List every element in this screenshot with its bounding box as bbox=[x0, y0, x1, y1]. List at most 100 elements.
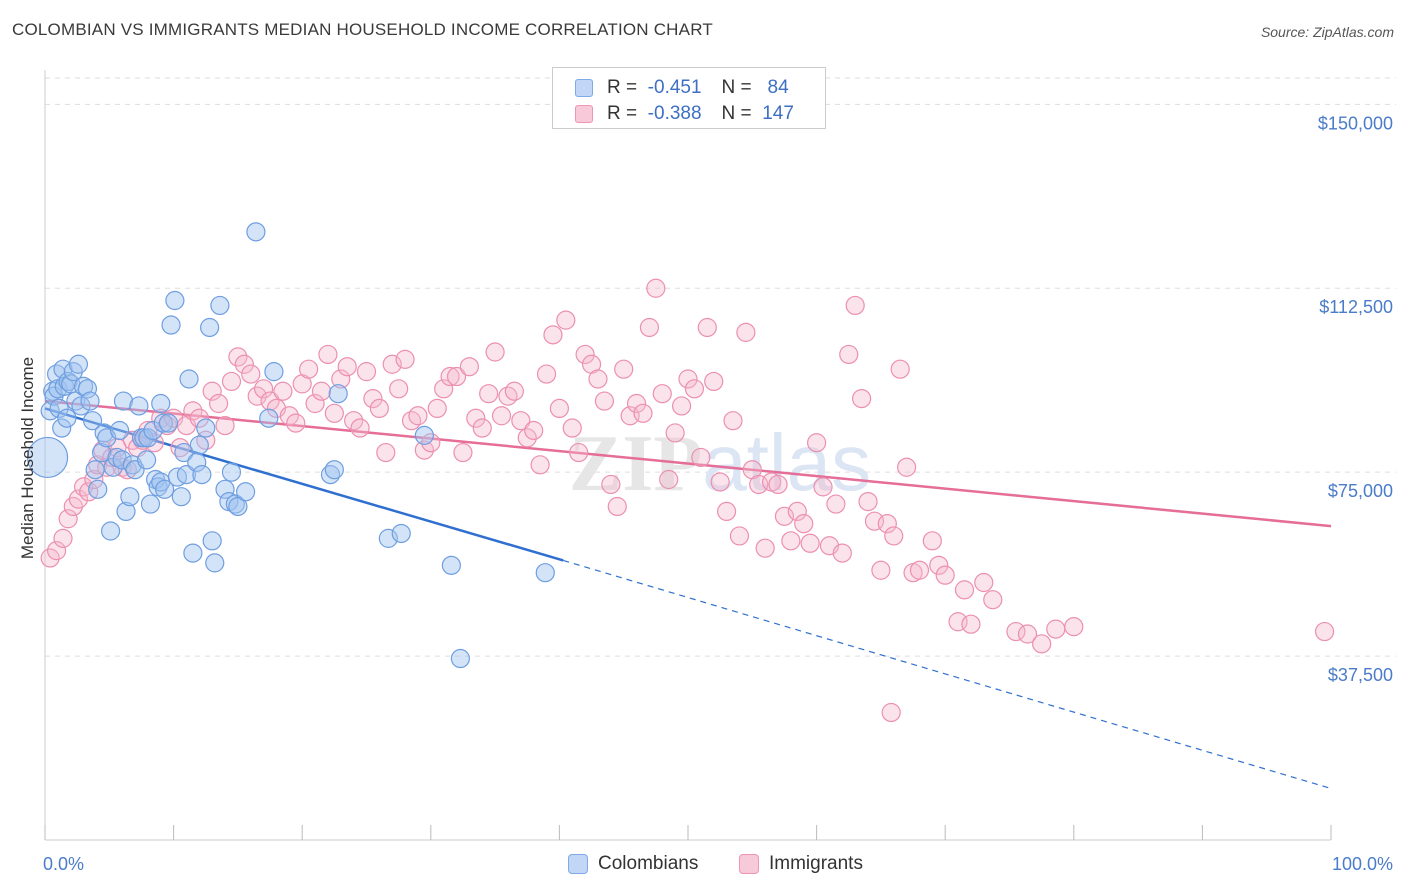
immigrants-legend-swatch bbox=[739, 854, 759, 874]
colombians-point bbox=[109, 420, 130, 441]
colombians-point bbox=[112, 450, 132, 470]
immigrants-point bbox=[845, 295, 865, 316]
immigrants-point bbox=[517, 428, 537, 448]
colombians-point bbox=[140, 494, 161, 514]
colombians-point bbox=[122, 455, 143, 475]
immigrants-point bbox=[594, 391, 615, 411]
immigrants-point bbox=[530, 455, 550, 475]
colombians-point bbox=[165, 290, 185, 311]
legend-r-label: R = bbox=[607, 103, 638, 124]
colombians-point bbox=[414, 425, 434, 445]
immigrants-point bbox=[633, 403, 653, 423]
immigrants-point bbox=[983, 590, 1003, 610]
immigrants-point bbox=[479, 384, 499, 404]
colombians-point bbox=[71, 396, 91, 416]
colombians-point bbox=[328, 384, 348, 404]
immigrants-point bbox=[922, 531, 942, 551]
immigrants-point bbox=[671, 396, 692, 416]
source-label: Source: ZipAtlas.com bbox=[1260, 24, 1394, 40]
immigrants-point bbox=[202, 381, 222, 401]
immigrants-point bbox=[58, 509, 78, 529]
immigrants-point bbox=[556, 310, 576, 330]
legend-row-immigrants: R = -0.388 N = 147 bbox=[575, 101, 794, 127]
axis-labels: $37,500 $75,000 $112,500 $150,000 0.0% 100.0% bbox=[43, 113, 1393, 874]
immigrants-point bbox=[716, 501, 737, 522]
colombians-trend-extension bbox=[563, 559, 1332, 790]
immigrants-point bbox=[234, 354, 254, 374]
immigrants-point bbox=[311, 381, 332, 401]
colombians-point bbox=[57, 408, 77, 428]
immigrants-point bbox=[401, 411, 422, 431]
immigrants-point bbox=[395, 349, 415, 369]
legend-r-value: -0.388 bbox=[647, 103, 702, 124]
immigrants-point bbox=[376, 442, 396, 463]
immigrants-point bbox=[697, 317, 717, 338]
colombians-legend-swatch bbox=[568, 854, 588, 874]
colombians-legend-label: Colombians bbox=[598, 853, 699, 874]
chart-title: COLOMBIAN VS IMMIGRANTS MEDIAN HOUSEHOLD… bbox=[12, 20, 713, 39]
immigrants-point bbox=[877, 514, 897, 534]
immigrants-point bbox=[228, 347, 248, 367]
immigrants-point bbox=[318, 344, 338, 365]
colombians-point bbox=[210, 295, 230, 316]
colombians-point bbox=[450, 648, 470, 669]
immigrants-point bbox=[575, 344, 595, 365]
colombians-point bbox=[49, 398, 69, 419]
immigrants-point bbox=[800, 533, 820, 553]
immigrants-point bbox=[710, 472, 730, 492]
colombians-point bbox=[535, 563, 555, 583]
colombians-point bbox=[116, 501, 136, 522]
immigrants-point bbox=[215, 415, 235, 436]
immigrants-point bbox=[601, 474, 621, 495]
legend-n-value: 84 bbox=[767, 77, 789, 98]
colombians-point bbox=[202, 531, 222, 551]
immigrants-point bbox=[337, 357, 357, 377]
immigrants-point bbox=[723, 411, 743, 431]
colombians-point bbox=[107, 447, 127, 468]
immigrants-point bbox=[813, 477, 833, 497]
immigrants-point bbox=[408, 406, 428, 426]
trend-lines bbox=[44, 399, 1332, 790]
watermark: ZIPatlas bbox=[569, 418, 871, 508]
immigrants-point bbox=[691, 447, 711, 468]
immigrants-point bbox=[524, 420, 544, 441]
bottom-legend-immigrants: Immigrants bbox=[739, 851, 863, 877]
colombians-point bbox=[378, 528, 398, 548]
legend-row-colombians: R = -0.451 N = 84 bbox=[575, 75, 789, 101]
immigrants-point bbox=[305, 393, 325, 414]
legend-r-value: -0.451 bbox=[647, 77, 702, 98]
colombians-point bbox=[215, 479, 235, 499]
immigrants-point bbox=[498, 386, 518, 406]
immigrants-point bbox=[536, 364, 557, 384]
immigrants-point bbox=[286, 413, 306, 433]
immigrants-point bbox=[659, 469, 679, 490]
immigrants-point bbox=[787, 501, 807, 522]
immigrants-point bbox=[826, 494, 846, 514]
immigrants-point bbox=[68, 489, 89, 509]
immigrants-point bbox=[569, 442, 589, 463]
colombians-point bbox=[91, 442, 112, 463]
immigrants-point bbox=[639, 317, 660, 338]
colombians-point bbox=[153, 413, 173, 433]
immigrants-point bbox=[954, 580, 975, 600]
immigrants-point bbox=[607, 496, 627, 517]
colombians-point bbox=[88, 479, 108, 499]
immigrants-point bbox=[421, 433, 441, 453]
legend-n-label: N = bbox=[721, 77, 752, 98]
colombians-point bbox=[46, 364, 67, 384]
immigrants-point bbox=[344, 411, 364, 431]
immigrants-point bbox=[356, 362, 377, 382]
immigrants-point bbox=[53, 528, 73, 548]
immigrants-point bbox=[562, 418, 582, 438]
colombians-point bbox=[80, 391, 100, 411]
colombians-point bbox=[200, 317, 220, 338]
colombians-point bbox=[192, 465, 212, 485]
colombians-point bbox=[136, 450, 157, 470]
immigrants-swatch bbox=[575, 105, 593, 123]
colombians-point bbox=[158, 413, 179, 433]
y-tick-label: $75,000 bbox=[1328, 481, 1393, 501]
immigrants-point bbox=[543, 325, 563, 345]
colombians-point bbox=[58, 371, 78, 392]
immigrants-point bbox=[459, 357, 479, 377]
colombians-point bbox=[113, 391, 134, 411]
